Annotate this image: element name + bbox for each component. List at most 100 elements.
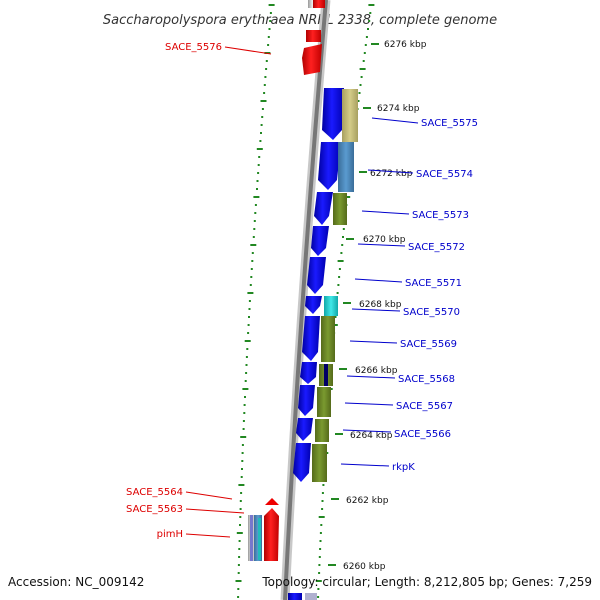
track-tick — [337, 260, 344, 262]
label-sace-5564[interactable]: SACE_5564 — [126, 487, 233, 500]
track-tick — [256, 148, 263, 150]
label-pimh[interactable]: pimH — [157, 529, 231, 540]
kbp-tick: 6274 kbp — [363, 104, 420, 114]
track-tick — [251, 260, 254, 262]
svg-text:6270 kbp: 6270 kbp — [363, 235, 406, 245]
gene-sace-5566[interactable] — [296, 418, 313, 441]
svg-text:SACE_5572: SACE_5572 — [408, 242, 465, 253]
track-tick — [268, 4, 275, 6]
label-sace-5563[interactable]: SACE_5563 — [126, 504, 245, 515]
kbp-tick: 6262 kbp — [331, 496, 389, 506]
track-tick — [320, 524, 323, 526]
track-tick — [256, 188, 258, 190]
svg-text:6262 kbp: 6262 kbp — [346, 496, 389, 506]
track-tick — [245, 356, 248, 358]
track-tick — [318, 572, 321, 574]
gene-sace-5573[interactable] — [314, 192, 333, 225]
track-tick — [362, 60, 365, 62]
gene-sace-5572[interactable] — [311, 226, 329, 256]
track-tick — [260, 100, 267, 102]
track-tick — [260, 132, 262, 134]
track-tick — [245, 364, 248, 366]
kbp-tick: 6276 kbp — [371, 40, 427, 50]
track-tick — [238, 556, 241, 558]
track-tick — [241, 460, 244, 462]
track-tick — [269, 12, 272, 14]
gene-rkpk[interactable] — [293, 443, 311, 482]
track-tick — [342, 228, 345, 230]
svg-text:6274 kbp: 6274 kbp — [377, 104, 420, 114]
svg-text:6264 kbp: 6264 kbp — [350, 431, 393, 441]
top-edge-genes — [308, 0, 325, 8]
label-sace-5571[interactable]: SACE_5571 — [354, 278, 462, 289]
track-tick — [253, 196, 260, 198]
track-tick — [322, 484, 325, 486]
left-gene-labels: SACE_5576 SACE_5564 SACE_5563 pimH — [126, 42, 272, 540]
gene-sace-5570[interactable] — [305, 296, 322, 314]
kbp-tick: 6260 kbp — [328, 562, 386, 572]
track-tick — [249, 284, 252, 286]
track-tick — [254, 204, 257, 206]
label-sace-5570[interactable]: SACE_5570 — [351, 307, 460, 318]
gene-sace-5569[interactable] — [302, 316, 320, 361]
track-tick — [369, 12, 372, 14]
label-sace-5568[interactable]: SACE_5568 — [346, 374, 455, 385]
track-tick — [318, 556, 321, 558]
svg-text:SACE_5574: SACE_5574 — [416, 169, 473, 180]
label-rkpk[interactable]: rkpK — [340, 462, 415, 473]
svg-text:SACE_5569: SACE_5569 — [400, 339, 457, 350]
track-tick — [240, 492, 243, 494]
label-sace-5573[interactable]: SACE_5573 — [361, 210, 469, 221]
gene-sace-5576[interactable] — [302, 30, 322, 75]
gene-sace-5568[interactable] — [300, 362, 317, 384]
svg-text:SACE_5576: SACE_5576 — [165, 42, 222, 53]
label-sace-5569[interactable]: SACE_5569 — [349, 339, 457, 350]
label-sace-5572[interactable]: SACE_5572 — [357, 242, 465, 253]
track-tick — [321, 500, 324, 502]
track-tick — [240, 436, 247, 438]
right-gene-labels: SACE_5575 SACE_5574 SACE_5573 SACE_5572 … — [340, 117, 478, 473]
track-tick — [315, 580, 322, 582]
track-tick — [239, 500, 242, 502]
track-tick — [338, 276, 341, 278]
track-tick — [244, 380, 247, 382]
track-tick — [247, 332, 250, 334]
svg-text:6276 kbp: 6276 kbp — [384, 40, 427, 50]
track-tick — [238, 540, 241, 542]
label-sace-5567[interactable]: SACE_5567 — [344, 401, 453, 412]
track-tick — [241, 444, 244, 446]
kbp-tick: 6272 kbp — [359, 169, 413, 179]
track-tick — [359, 84, 362, 86]
track-tick — [263, 92, 266, 94]
track-tick — [247, 292, 254, 294]
track-tick — [244, 340, 251, 342]
track-tick — [337, 284, 340, 286]
track-tick — [242, 420, 245, 422]
track-tick — [321, 492, 324, 494]
gene-pimh[interactable] — [264, 508, 279, 561]
gene-sace-5571[interactable] — [307, 257, 326, 294]
gene-sace-5575[interactable] — [322, 88, 344, 140]
svg-text:SACE_5563: SACE_5563 — [126, 504, 183, 515]
track-tick — [321, 508, 324, 510]
track-tick — [257, 164, 260, 166]
track-tick — [259, 140, 262, 142]
label-sace-5566[interactable]: SACE_5566 — [342, 429, 451, 440]
track-tick — [265, 60, 268, 62]
track-tick — [317, 596, 320, 598]
svg-text:SACE_5570: SACE_5570 — [403, 307, 460, 318]
label-sace-5575[interactable]: SACE_5575 — [371, 117, 478, 129]
label-sace-5574[interactable]: SACE_5574 — [367, 169, 473, 180]
svg-text:SACE_5564: SACE_5564 — [126, 487, 183, 498]
genome-backbone — [280, 0, 331, 600]
track-tick — [319, 540, 322, 542]
track-tick — [248, 300, 251, 302]
gene-sace-5574[interactable] — [318, 142, 341, 190]
track-tick — [252, 236, 255, 238]
track-tick — [241, 468, 243, 470]
gene-sace-5567[interactable] — [298, 385, 315, 416]
label-sace-5576[interactable]: SACE_5576 — [165, 42, 272, 55]
track-tick — [360, 76, 363, 78]
track-tick — [267, 44, 270, 46]
